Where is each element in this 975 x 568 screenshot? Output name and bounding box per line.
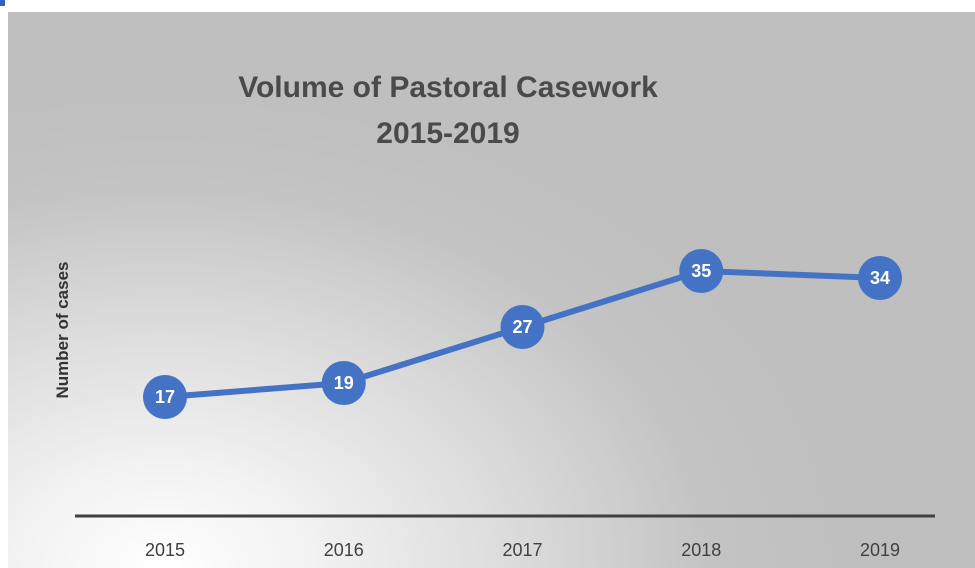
data-label-2018: 35 xyxy=(691,261,711,281)
corner-accent xyxy=(0,0,5,6)
y-axis-label: Number of cases xyxy=(53,262,72,399)
x-tick-label-2018: 2018 xyxy=(681,540,721,560)
x-tick-label-2019: 2019 xyxy=(860,540,900,560)
data-label-2015: 17 xyxy=(155,387,175,407)
chart-title-line-1: Volume of Pastoral Casework xyxy=(238,71,658,104)
data-label-2017: 27 xyxy=(512,317,532,337)
x-tick-label-2016: 2016 xyxy=(324,540,364,560)
x-tick-label-2015: 2015 xyxy=(145,540,185,560)
data-point-2019 xyxy=(858,256,902,300)
data-point-2017 xyxy=(500,305,545,349)
chart-marks: 17 19 27 35 34 2015 2016 2017 2018 2019 xyxy=(143,249,902,560)
data-point-2018 xyxy=(679,249,724,293)
data-point-2015 xyxy=(143,375,187,419)
data-label-2019: 34 xyxy=(870,268,890,288)
chart-title-line-2: 2015-2019 xyxy=(376,117,519,150)
data-point-2016 xyxy=(321,361,366,405)
data-label-2016: 19 xyxy=(334,373,354,393)
x-tick-label-2017: 2017 xyxy=(502,540,542,560)
chart-area xyxy=(8,12,975,568)
